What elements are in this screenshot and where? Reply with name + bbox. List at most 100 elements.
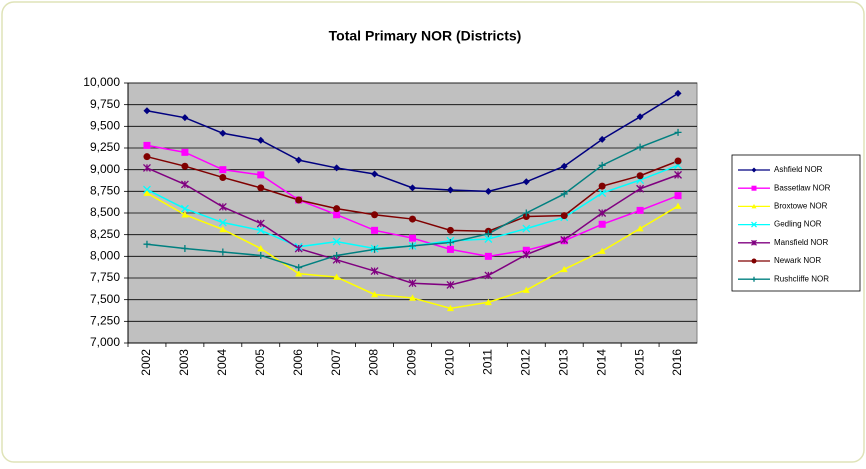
marker <box>332 237 341 246</box>
marker <box>446 186 454 194</box>
marker <box>598 135 606 143</box>
marker <box>446 280 455 289</box>
marker <box>181 211 189 218</box>
x-tick-label: 2007 <box>329 349 343 376</box>
marker <box>674 157 682 165</box>
marker <box>256 219 265 228</box>
marker <box>560 162 568 170</box>
marker <box>560 212 568 220</box>
x-tick-label: 2014 <box>594 349 608 376</box>
x-tick-label: 2003 <box>177 349 191 376</box>
y-tick-label: 7,000 <box>90 335 120 349</box>
legend-label: Bassetlaw NOR <box>774 183 831 192</box>
marker <box>295 156 303 164</box>
x-tick-label: 2012 <box>518 349 532 376</box>
marker <box>674 89 682 97</box>
marker <box>181 162 189 170</box>
marker <box>181 114 189 122</box>
y-tick-label: 7,750 <box>90 270 120 284</box>
y-tick-label: 8,750 <box>90 184 120 198</box>
marker <box>143 153 151 161</box>
legend-label: Mansfield NOR <box>774 238 828 247</box>
marker <box>333 251 341 259</box>
marker <box>143 163 151 172</box>
marker <box>333 211 341 219</box>
marker <box>484 187 492 195</box>
marker <box>143 240 151 248</box>
marker <box>294 244 303 253</box>
marker <box>674 170 682 179</box>
y-tick-label: 8,000 <box>90 249 120 263</box>
marker <box>181 245 189 253</box>
marker <box>674 192 682 200</box>
marker <box>409 242 416 250</box>
marker <box>333 273 341 280</box>
marker <box>751 221 757 228</box>
y-tick-label: 8,500 <box>90 205 120 219</box>
legend-label: Ashfield NOR <box>774 165 823 174</box>
marker <box>522 286 530 293</box>
marker <box>598 209 607 217</box>
marker <box>409 184 416 192</box>
marker <box>484 271 493 280</box>
marker <box>295 196 303 204</box>
marker <box>218 202 227 211</box>
marker <box>522 250 531 259</box>
marker <box>371 245 379 253</box>
marker <box>484 252 492 260</box>
marker <box>446 238 454 246</box>
marker <box>371 226 379 234</box>
y-tick-label: 10,000 <box>83 75 120 89</box>
marker <box>371 290 379 298</box>
marker <box>370 267 379 276</box>
x-tick-label: 2008 <box>367 349 381 376</box>
marker <box>371 211 379 219</box>
y-tick-label: 9,750 <box>90 97 120 111</box>
marker <box>180 180 189 189</box>
marker <box>295 270 303 277</box>
y-tick-label: 9,500 <box>90 119 120 133</box>
marker <box>484 230 492 238</box>
marker <box>219 225 227 233</box>
marker <box>143 141 151 149</box>
marker <box>751 258 757 264</box>
marker <box>333 205 341 213</box>
marker <box>257 171 265 179</box>
x-tick-label: 2005 <box>253 349 267 376</box>
legend <box>731 154 861 292</box>
marker <box>409 294 416 301</box>
y-tick-label: 7,250 <box>90 314 120 328</box>
marker <box>409 215 416 223</box>
marker <box>522 209 530 217</box>
marker <box>636 143 644 151</box>
marker <box>446 226 454 234</box>
x-tick-label: 2010 <box>443 349 457 376</box>
x-tick-label: 2016 <box>670 349 684 376</box>
marker <box>751 239 757 246</box>
legend-label: Rushcliffe NOR <box>774 274 829 283</box>
marker <box>333 164 341 172</box>
x-tick-label: 2015 <box>632 349 646 376</box>
legend-label: Newark NOR <box>774 256 821 265</box>
marker <box>257 251 265 259</box>
marker <box>636 184 645 193</box>
marker <box>598 161 606 169</box>
marker <box>522 178 530 186</box>
marker <box>484 235 493 243</box>
marker <box>257 184 265 192</box>
marker <box>560 190 568 198</box>
x-tick-label: 2009 <box>405 349 419 376</box>
x-tick-label: 2002 <box>139 349 153 376</box>
marker <box>257 245 265 252</box>
marker <box>219 166 227 174</box>
marker <box>219 248 227 256</box>
legend-label: Gedling NOR <box>774 220 822 229</box>
marker <box>636 172 644 180</box>
marker <box>636 225 644 232</box>
marker <box>218 218 227 227</box>
chart-title: Total Primary NOR (Districts) <box>329 28 522 44</box>
marker <box>219 129 227 137</box>
marker <box>751 185 757 191</box>
marker <box>256 226 265 235</box>
